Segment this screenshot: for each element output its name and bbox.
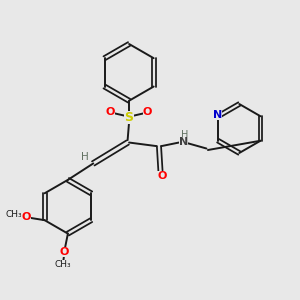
Text: O: O [106, 107, 115, 117]
Text: O: O [21, 212, 31, 222]
Text: N: N [179, 136, 188, 147]
Text: O: O [60, 247, 69, 257]
Text: H: H [81, 152, 89, 162]
Text: H: H [181, 130, 188, 140]
Text: O: O [157, 171, 167, 181]
Text: CH₃: CH₃ [55, 260, 71, 269]
Text: O: O [143, 107, 152, 117]
Text: CH₃: CH₃ [5, 210, 22, 219]
Text: S: S [124, 111, 134, 124]
Text: N: N [213, 110, 222, 120]
